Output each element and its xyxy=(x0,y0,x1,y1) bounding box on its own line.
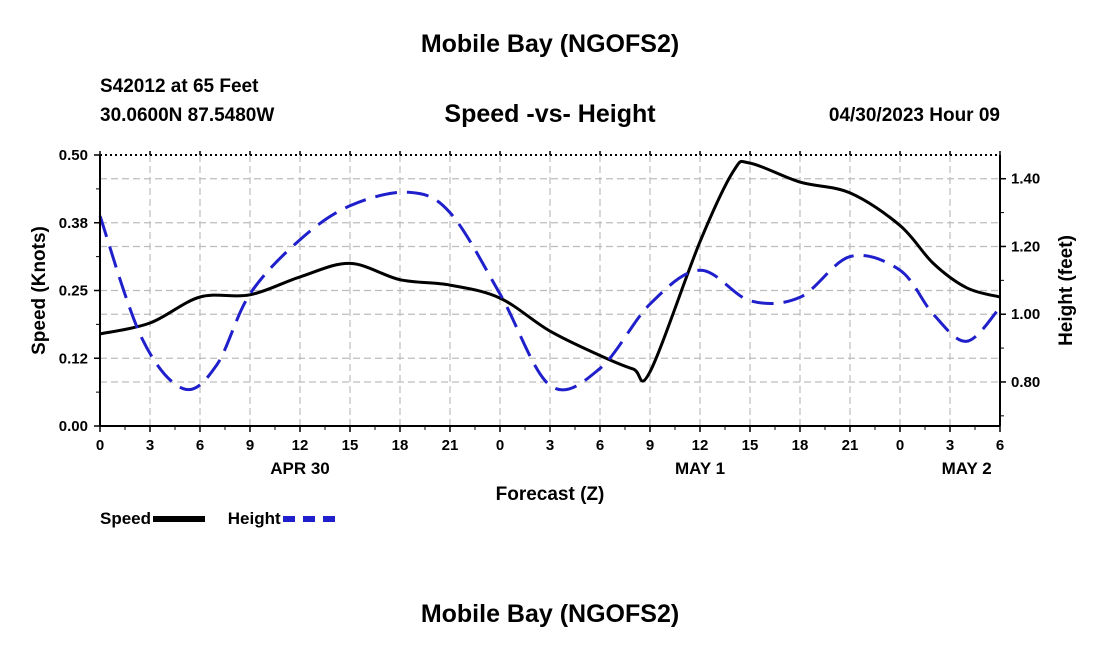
legend-height-label: Height xyxy=(227,509,281,528)
y-right-tick-label: 1.40 xyxy=(1011,171,1040,188)
x-tick-label: 9 xyxy=(246,437,254,454)
x-tick-label: 6 xyxy=(196,437,204,454)
y-right-tick-label: 1.00 xyxy=(1011,306,1040,323)
y-left-tick-label: 0.00 xyxy=(59,418,88,435)
date-label: APR 30 xyxy=(270,459,330,478)
x-tick-label: 12 xyxy=(292,437,309,454)
y-left-tick-label: 0.25 xyxy=(59,283,88,300)
legend-item-speed: Speed xyxy=(100,509,206,529)
legend: Speed Height xyxy=(100,509,353,529)
y-left-tick-label: 0.50 xyxy=(59,147,88,164)
x-tick-label: 3 xyxy=(946,437,954,454)
x-tick-label: 18 xyxy=(392,437,409,454)
series-line-speed xyxy=(99,159,1001,383)
x-tick-label: 0 xyxy=(496,437,504,454)
x-tick-label: 3 xyxy=(546,437,554,454)
x-tick-label: 0 xyxy=(96,437,104,454)
chart-title: Speed -vs- Height xyxy=(444,100,656,128)
x-tick-label: 21 xyxy=(442,437,459,454)
legend-speed-swatch xyxy=(153,516,206,522)
x-tick-label: 15 xyxy=(742,437,759,454)
x-tick-label: 21 xyxy=(842,437,859,454)
station-id: S42012 at 65 Feet xyxy=(100,76,259,97)
x-tick-label: 15 xyxy=(342,437,359,454)
y-right-tick-label: 0.80 xyxy=(1011,374,1040,391)
y-right-tick-label: 1.20 xyxy=(1011,238,1040,255)
x-tick-label: 6 xyxy=(596,437,604,454)
date-label: MAY 2 xyxy=(942,459,992,478)
y-left-axis-title: Speed (Knots) xyxy=(29,226,50,355)
date-label: MAY 1 xyxy=(675,459,725,478)
x-tick-label: 6 xyxy=(996,437,1004,454)
forecast-time: 04/30/2023 Hour 09 xyxy=(828,105,1000,126)
x-tick-label: 12 xyxy=(692,437,709,454)
legend-height-swatch xyxy=(282,516,335,522)
legend-item-height: Height xyxy=(228,509,335,529)
x-tick-label: 18 xyxy=(792,437,809,454)
y-left-tick-label: 0.38 xyxy=(59,215,88,232)
page-title: Mobile Bay (NGOFS2) xyxy=(420,30,680,58)
footer-title: Mobile Bay (NGOFS2) xyxy=(420,600,680,628)
x-tick-label: 9 xyxy=(646,437,654,454)
x-tick-label: 3 xyxy=(146,437,154,454)
series-line-height xyxy=(98,190,1002,392)
x-axis-title: Forecast (Z) xyxy=(496,484,605,505)
y-left-tick-label: 0.12 xyxy=(59,350,88,367)
legend-speed-label: Speed xyxy=(100,509,152,528)
x-tick-label: 0 xyxy=(896,437,904,454)
station-coordinates: 30.0600N 87.5480W xyxy=(100,105,275,126)
y-right-axis-title: Height (feet) xyxy=(1056,235,1077,346)
